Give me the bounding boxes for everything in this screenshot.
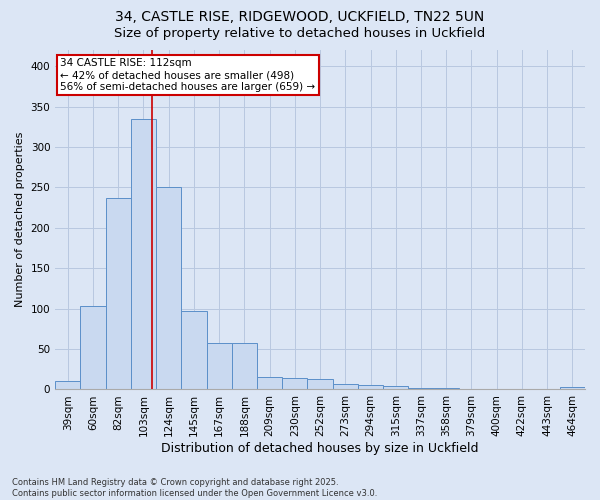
- Bar: [80, 306, 106, 390]
- Bar: [434, 388, 459, 390]
- Bar: [55, 382, 80, 390]
- Bar: [282, 378, 307, 390]
- Bar: [181, 311, 206, 390]
- Bar: [560, 387, 585, 390]
- Bar: [206, 344, 232, 390]
- Text: 34, CASTLE RISE, RIDGEWOOD, UCKFIELD, TN22 5UN: 34, CASTLE RISE, RIDGEWOOD, UCKFIELD, TN…: [115, 10, 485, 24]
- Bar: [509, 388, 535, 390]
- Bar: [106, 198, 131, 390]
- Text: Size of property relative to detached houses in Uckfield: Size of property relative to detached ho…: [115, 28, 485, 40]
- Y-axis label: Number of detached properties: Number of detached properties: [15, 132, 25, 308]
- X-axis label: Distribution of detached houses by size in Uckfield: Distribution of detached houses by size …: [161, 442, 479, 455]
- Bar: [358, 384, 383, 390]
- Bar: [232, 344, 257, 390]
- Text: Contains HM Land Registry data © Crown copyright and database right 2025.
Contai: Contains HM Land Registry data © Crown c…: [12, 478, 377, 498]
- Bar: [257, 378, 282, 390]
- Bar: [156, 188, 181, 390]
- Bar: [332, 384, 358, 390]
- Bar: [383, 386, 409, 390]
- Text: 34 CASTLE RISE: 112sqm
← 42% of detached houses are smaller (498)
56% of semi-de: 34 CASTLE RISE: 112sqm ← 42% of detached…: [61, 58, 316, 92]
- Bar: [409, 388, 434, 390]
- Bar: [307, 379, 332, 390]
- Bar: [131, 118, 156, 390]
